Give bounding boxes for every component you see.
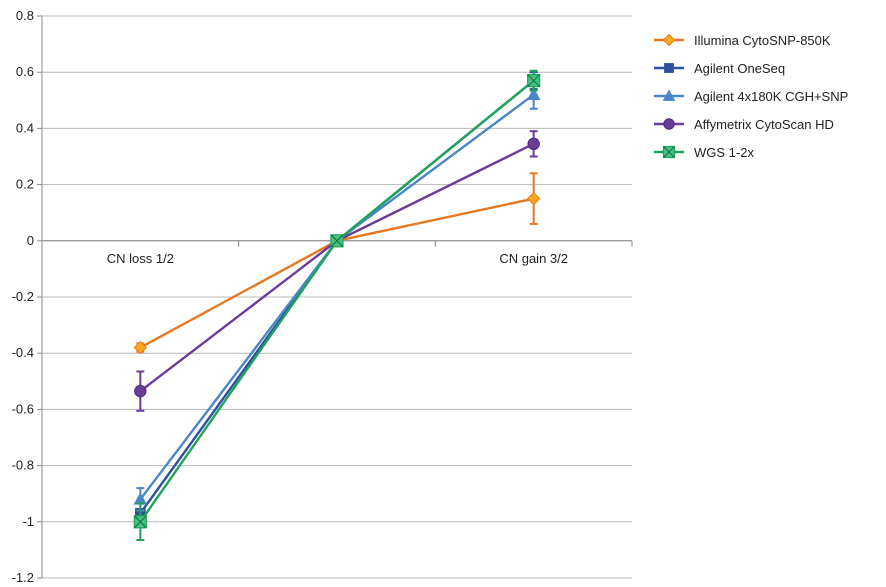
y-tick-label: 0 xyxy=(27,233,34,248)
diamond-marker xyxy=(526,191,541,206)
y-tick-label: -0.6 xyxy=(12,401,34,416)
square-x-marker xyxy=(527,74,541,88)
series-line xyxy=(139,197,534,349)
triangle-marker xyxy=(662,89,676,101)
y-tick-label: -1 xyxy=(22,514,34,529)
y-tick-label: 0.2 xyxy=(16,177,34,192)
circle-marker xyxy=(134,384,147,398)
legend-item: Illumina CytoSNP-850K xyxy=(654,33,831,48)
gridlines xyxy=(42,15,632,579)
triangle-marker xyxy=(526,87,541,100)
circle-marker xyxy=(663,118,675,130)
square-x-marker xyxy=(133,515,147,529)
diamond-marker xyxy=(662,33,676,47)
series-4 xyxy=(133,69,541,542)
series-3 xyxy=(134,130,540,412)
y-tick-label: 0.6 xyxy=(16,64,34,79)
diamond-marker xyxy=(133,340,148,355)
legend-label: WGS 1-2x xyxy=(694,145,754,160)
legend-item: WGS 1-2x xyxy=(654,145,754,160)
legend-item: Agilent 4x180K CGH+SNP xyxy=(654,89,848,104)
legend-label: Affymetrix CytoScan HD xyxy=(694,117,834,132)
axes: 0.8 0.6 0.4 0.2 0 -0.2 -0.4 -0.6 -0.8 -1 -1.2 CN lo… xyxy=(12,8,633,585)
x-category-label: CN gain 3/2 xyxy=(499,251,568,266)
legend: Illumina CytoSNP-850K Agilent OneSeq Agile… xyxy=(654,33,848,160)
circle-marker xyxy=(527,137,540,151)
square-marker xyxy=(664,63,674,73)
square-x-marker xyxy=(330,234,344,248)
legend-label: Agilent 4x180K CGH+SNP xyxy=(694,89,848,104)
x-category-label: CN loss 1/2 xyxy=(107,251,174,266)
square-x-marker xyxy=(662,145,676,159)
series-line xyxy=(139,142,535,393)
series-2 xyxy=(133,79,541,512)
series-1 xyxy=(135,71,539,519)
y-tick-label: 0.4 xyxy=(16,120,34,135)
y-tick-label: -0.4 xyxy=(12,345,34,360)
y-tick-label: -1.2 xyxy=(12,570,34,585)
legend-item: Affymetrix CytoScan HD xyxy=(654,117,834,132)
series-layer xyxy=(133,69,541,542)
legend-label: Illumina CytoSNP-850K xyxy=(694,33,831,48)
y-tick-label: 0.8 xyxy=(16,8,34,23)
legend-label: Agilent OneSeq xyxy=(694,61,785,76)
y-tick-label: -0.2 xyxy=(12,289,34,304)
series-0 xyxy=(133,172,541,355)
series-line xyxy=(139,79,535,523)
y-tick-label: -0.8 xyxy=(12,458,34,473)
legend-item: Agilent OneSeq xyxy=(654,61,785,76)
